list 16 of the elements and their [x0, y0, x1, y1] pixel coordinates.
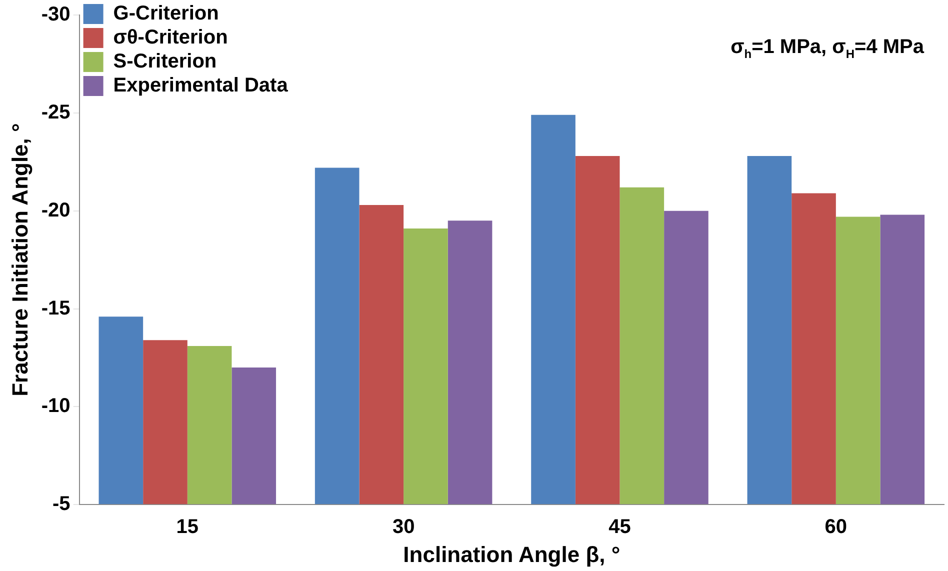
legend-label: G-Criterion — [113, 2, 219, 25]
legend-label: S-Criterion — [113, 50, 217, 73]
x-tick-label: 15 — [176, 516, 199, 538]
legend-label: Experimental Data — [113, 74, 289, 97]
x-tick-label: 60 — [824, 516, 848, 538]
x-tick-label: 30 — [392, 516, 415, 538]
y-tick-label: -15 — [41, 297, 70, 320]
y-tick-label: -20 — [41, 199, 70, 222]
y-tick-label: -30 — [41, 4, 70, 26]
y-tick-label: -10 — [41, 395, 70, 418]
x-axis-title: Inclination Angle β, ° — [403, 542, 620, 567]
y-axis-title: Fracture Initiation Angle, ° — [7, 123, 32, 396]
y-tick-label: -5 — [52, 493, 70, 516]
x-tick-label: 45 — [608, 516, 631, 538]
legend-label: σθ-Criterion — [113, 26, 228, 49]
y-tick-label: -25 — [41, 101, 70, 124]
